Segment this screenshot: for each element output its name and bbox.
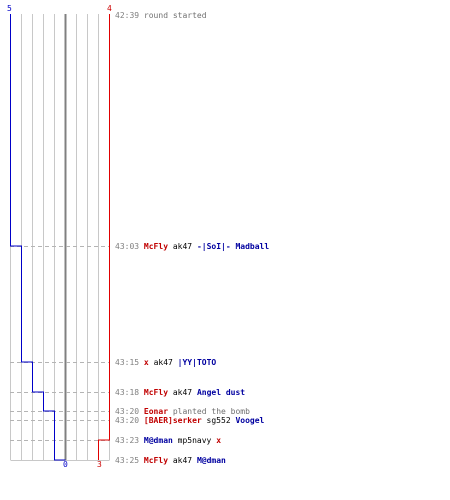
event-text: ak47: [172, 456, 193, 465]
event-text: ak47: [172, 388, 193, 397]
event-text: -|SoI|- Madball: [196, 242, 270, 251]
blue-team-start-count: 5: [7, 4, 12, 13]
event-text: M@dman: [143, 436, 173, 445]
event-row: 42:39 round started: [115, 11, 207, 21]
red-team-end-count: 3: [97, 460, 102, 469]
team-alive-traces: [10, 14, 110, 461]
event-row: 43:20 Eonar planted the bomb: [115, 407, 250, 417]
event-text: McFly: [143, 456, 169, 465]
event-row: 43:20 [BAER]serker sg552 Voogel: [115, 416, 264, 426]
event-text: x: [143, 358, 149, 367]
event-row: 43:23 M@dman mp5navy x: [115, 436, 221, 446]
event-text: Eonar: [143, 407, 169, 416]
event-text: mp5navy: [177, 436, 212, 445]
event-text: x: [216, 436, 222, 445]
event-text: Voogel: [235, 416, 265, 425]
event-guide-lines: [10, 246, 110, 441]
event-text: Angel dust: [196, 388, 246, 397]
event-time: 43:18: [115, 388, 140, 397]
event-text: |YY|TOTO: [177, 358, 217, 367]
event-text: round started: [143, 11, 207, 20]
red-team-start-count: 4: [107, 4, 112, 13]
event-time: 42:39: [115, 11, 140, 20]
event-text: McFly: [143, 388, 169, 397]
event-row: 43:18 McFly ak47 Angel dust: [115, 388, 245, 398]
event-text: ak47: [172, 242, 193, 251]
event-row: 43:15 x ak47 |YY|TOTO: [115, 358, 216, 368]
event-time: 43:23: [115, 436, 140, 445]
event-text: sg552: [206, 416, 231, 425]
event-time: 43:20: [115, 416, 140, 425]
event-row: 43:25 McFly ak47 M@dman: [115, 456, 226, 466]
event-time: 43:25: [115, 456, 140, 465]
event-text: ak47: [153, 358, 173, 367]
event-text: McFly: [143, 242, 169, 251]
blue-team-trace: [10, 14, 66, 461]
event-text: planted the bomb: [172, 407, 250, 416]
event-text: [BAER]serker: [143, 416, 202, 425]
timeline-grid: [10, 14, 110, 461]
event-text: M@dman: [196, 456, 226, 465]
event-time: 43:03: [115, 242, 140, 251]
event-time: 43:20: [115, 407, 140, 416]
event-time: 43:15: [115, 358, 140, 367]
red-team-trace: [98, 14, 110, 460]
event-row: 43:03 McFly ak47 -|SoI|- Madball: [115, 242, 269, 252]
blue-team-end-count: 0: [63, 460, 68, 469]
